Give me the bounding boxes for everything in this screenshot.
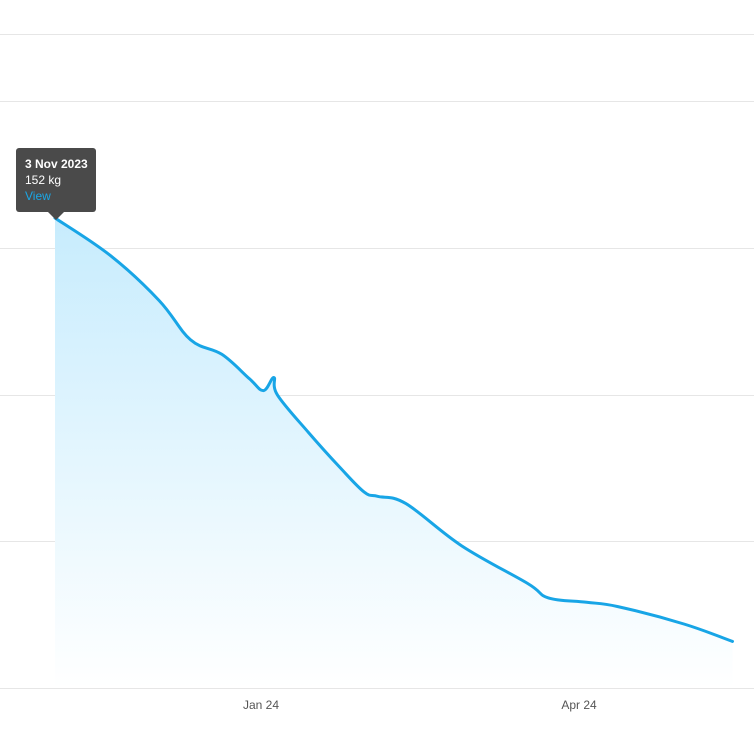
tooltip-date: 3 Nov 2023 bbox=[25, 157, 88, 171]
area-fill bbox=[55, 218, 733, 688]
series-line bbox=[53, 216, 734, 643]
x-tick-label: Jan 24 bbox=[243, 698, 279, 712]
x-axis-ticks: Jan 24 Apr 24 bbox=[243, 698, 597, 712]
data-tooltip: 3 Nov 2023 152 kg View bbox=[16, 148, 96, 220]
tooltip-value: 152 kg bbox=[25, 173, 62, 187]
tooltip-view-link[interactable]: View bbox=[25, 189, 51, 203]
x-tick-label: Apr 24 bbox=[561, 698, 597, 712]
